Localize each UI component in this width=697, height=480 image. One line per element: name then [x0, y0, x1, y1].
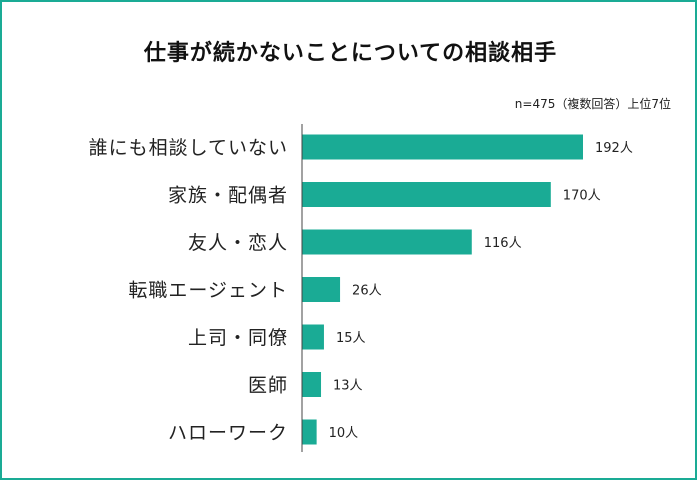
bar — [302, 229, 472, 255]
category-label: 医師 — [248, 375, 288, 397]
value-label: 10人 — [329, 426, 359, 441]
category-label: 誰にも相談していない — [89, 137, 288, 159]
value-label: 170人 — [563, 189, 601, 204]
sample-note: n=475（複数回答）上位7位 — [514, 97, 671, 111]
bar — [302, 182, 551, 207]
category-label: 友人・恋人 — [188, 232, 288, 254]
value-label: 192人 — [595, 141, 633, 156]
bar — [302, 324, 324, 350]
category-label: 転職エージェント — [128, 280, 288, 302]
bar — [302, 277, 341, 302]
category-label: 家族・配偶者 — [168, 185, 288, 207]
bar — [302, 372, 322, 397]
value-label: 13人 — [333, 379, 363, 394]
value-label: 116人 — [484, 236, 522, 251]
category-label: ハローワーク — [168, 422, 288, 444]
value-label: 15人 — [336, 331, 366, 346]
bar — [302, 419, 317, 445]
chart-title: 仕事が続かないことについての相談相手 — [143, 41, 558, 66]
bar — [302, 134, 583, 160]
value-label: 26人 — [352, 284, 382, 299]
category-label: 上司・同僚 — [188, 327, 288, 349]
